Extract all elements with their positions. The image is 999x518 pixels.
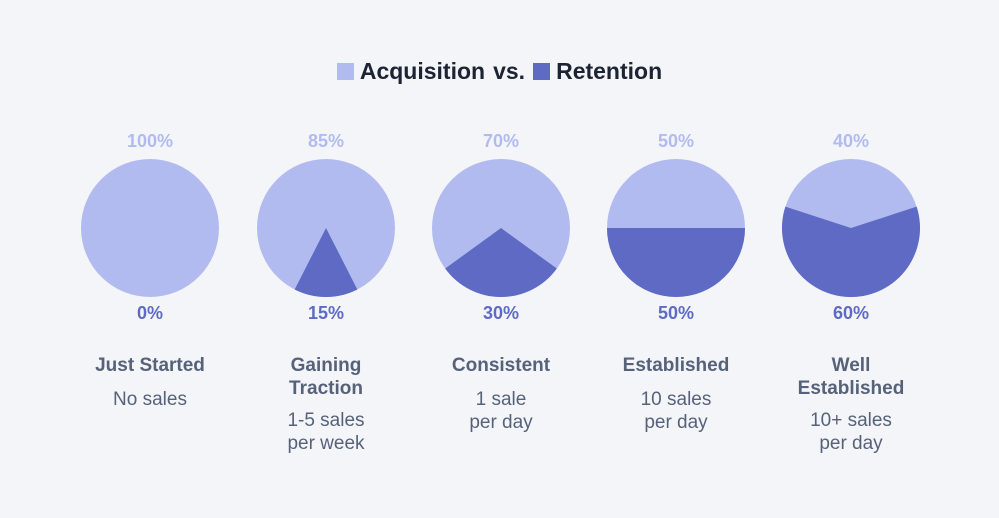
pie-chart: [432, 159, 570, 297]
stage-title: Well Established: [797, 355, 905, 399]
retention-percent-label: 30%: [482, 303, 520, 323]
stage-description: per day: [469, 412, 533, 433]
acquisition-percent-label: 40%: [832, 131, 870, 151]
retention-percent-label: 15%: [307, 303, 345, 323]
stage-description: 1 sale: [475, 389, 527, 410]
chart-column: 40% 60% Well Established 10+ sales per day: [761, 0, 941, 518]
retention-swatch: [533, 63, 551, 80]
pie-chart: [607, 159, 745, 297]
stage-description: 1-5 sales: [287, 410, 365, 431]
pie-chart: [81, 159, 219, 297]
retention-slice: [445, 228, 557, 297]
retention-slice: [782, 206, 920, 297]
pie-chart: [782, 159, 920, 297]
legend-vs-label: vs.: [493, 58, 526, 84]
acquisition-swatch: [336, 63, 354, 80]
retention-slice: [294, 228, 358, 297]
acquisition-percent-label: 100%: [126, 131, 174, 151]
retention-percent-label: 50%: [657, 303, 695, 323]
stage-title: Established: [622, 355, 730, 376]
legend: Acquisition vs. Retention: [0, 58, 999, 85]
chart-column: 70% 30% Consistent 1 sale per day: [411, 0, 591, 518]
chart-column: 100% 0% Just Started No sales: [60, 0, 240, 518]
stage-title: Gaining Traction: [289, 355, 363, 399]
stage-description: per week: [287, 433, 365, 454]
acquisition-percent-label: 85%: [307, 131, 345, 151]
retention-percent-label: 0%: [136, 303, 163, 323]
chart-column: 50% 50% Established 10 sales per day: [586, 0, 766, 518]
retention-percent-label: 60%: [832, 303, 870, 323]
legend-acquisition-label: Acquisition: [359, 58, 486, 84]
stage-title: Just Started: [95, 355, 205, 376]
chart-column: 85% 15% Gaining Traction 1-5 sales per week: [236, 0, 416, 518]
acquisition-slice: [81, 159, 219, 297]
retention-slice: [607, 228, 745, 297]
legend-retention-label: Retention: [556, 58, 663, 84]
stage-description: No sales: [113, 389, 187, 410]
pie-chart: [257, 159, 395, 297]
acquisition-percent-label: 70%: [482, 131, 520, 151]
stage-description: per day: [819, 433, 883, 454]
stage-title: Consistent: [451, 355, 551, 376]
acquisition-percent-label: 50%: [657, 131, 695, 151]
stage-description: 10+ sales: [810, 410, 892, 431]
stage-description: per day: [644, 412, 708, 433]
stage-description: 10 sales: [640, 389, 712, 410]
